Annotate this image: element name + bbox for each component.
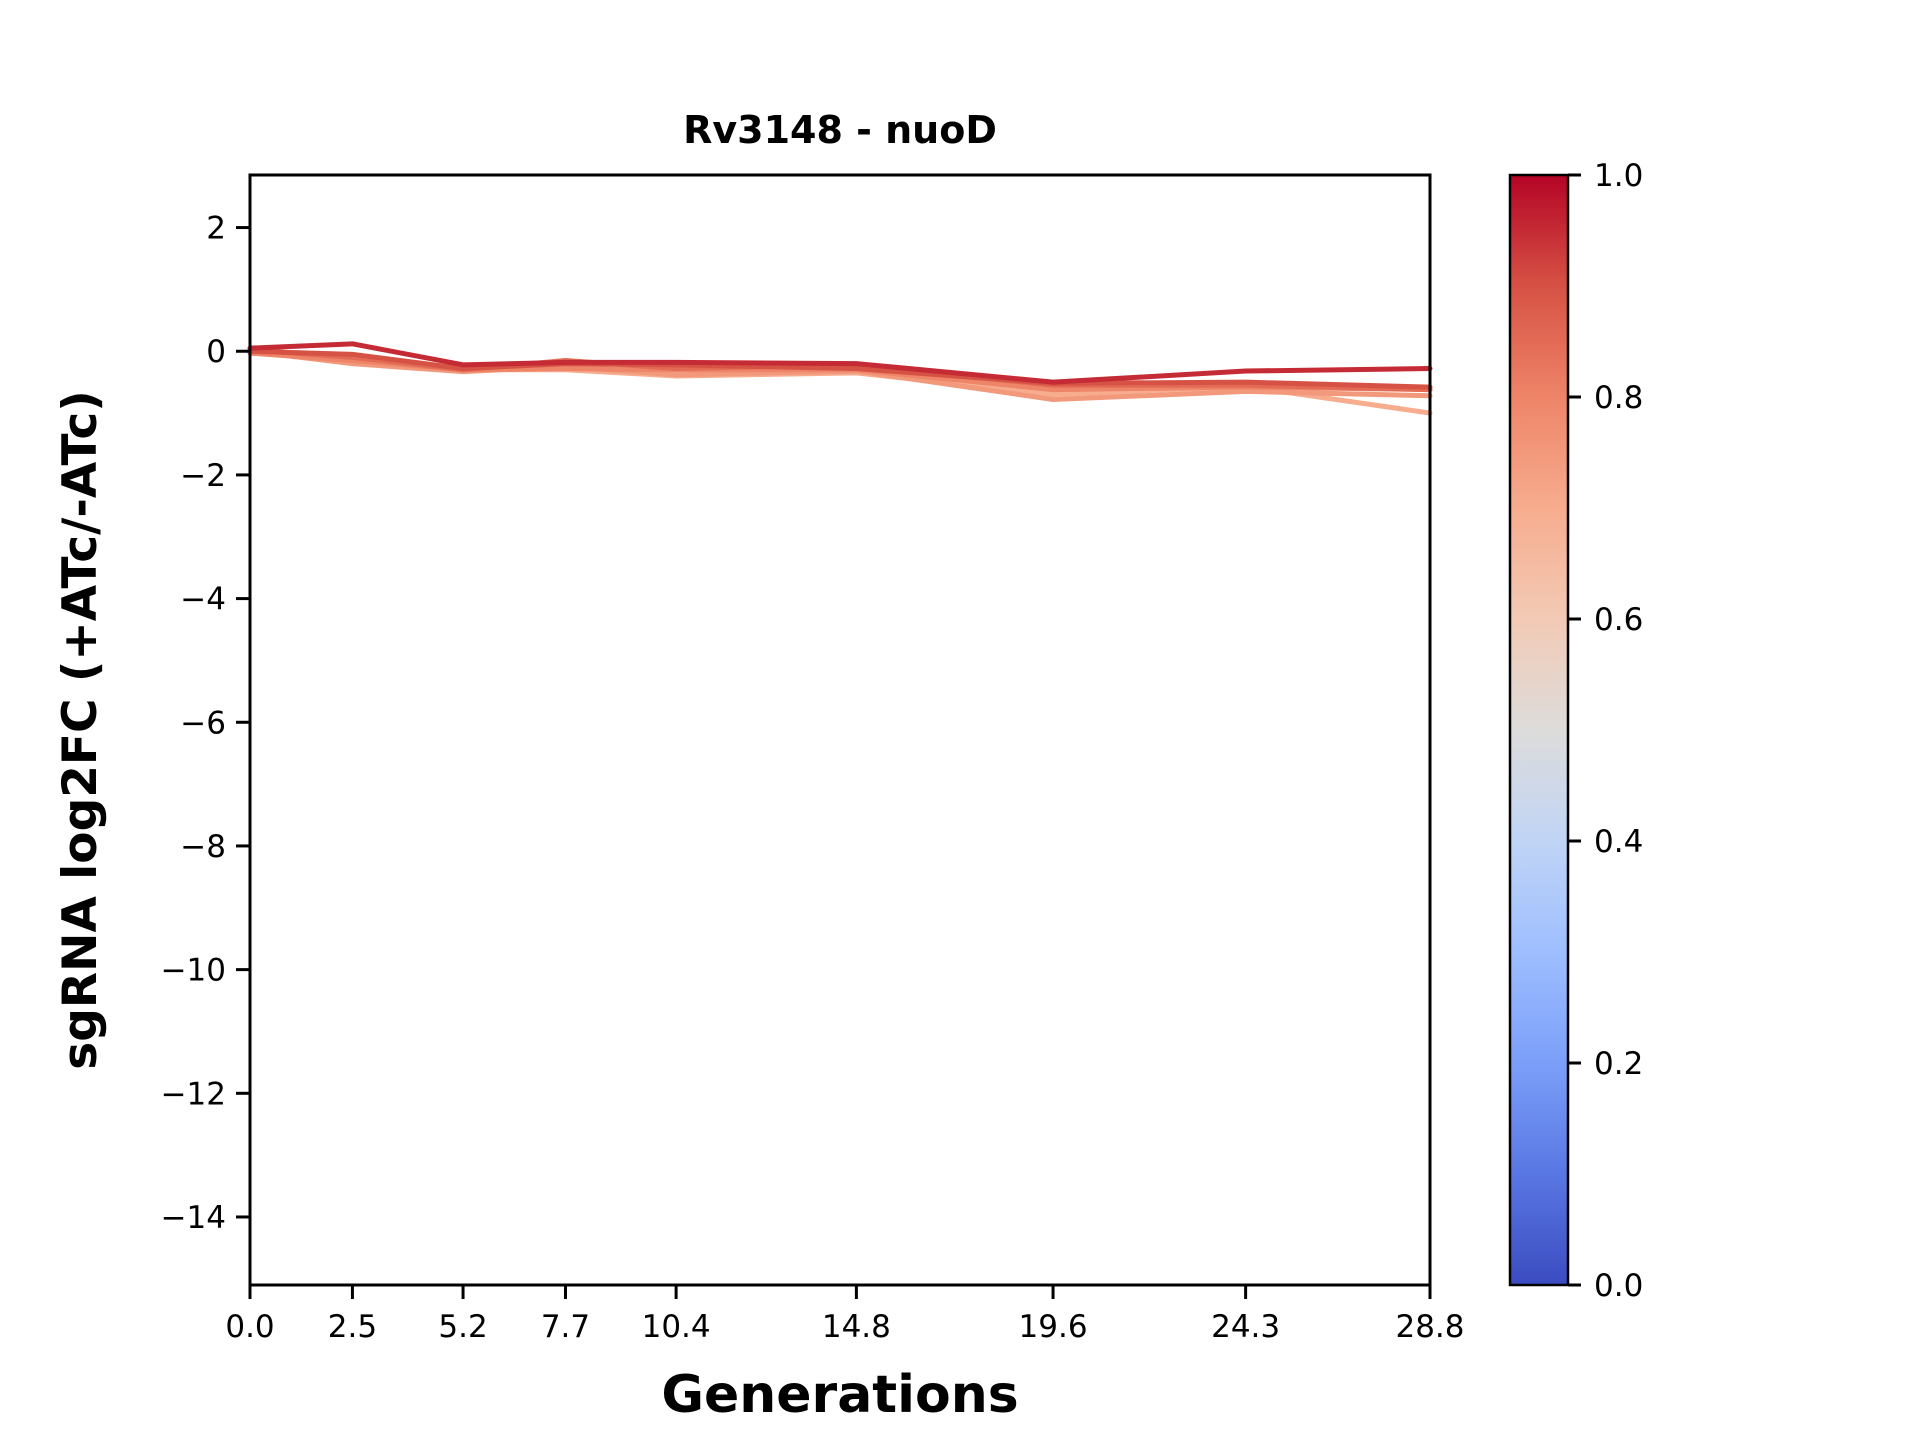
x-tick-label: 0.0 [225,1309,274,1345]
colorbar-tick-label: 0.6 [1594,602,1643,638]
y-tick-label: −14 [161,1200,226,1236]
x-tick-label: 10.4 [642,1309,711,1345]
plot-area [250,175,1430,1285]
colorbar-tick-label: 0.2 [1594,1046,1643,1082]
y-axis-ticks: 2 0 −2 −4 −6 −8 −10 −12 −14 [161,211,250,1236]
y-tick-label: −8 [180,829,226,865]
y-tick-label: −6 [180,705,226,741]
y-axis-label: sgRNA log2FC (+ATc/-ATc) [53,390,108,1069]
colorbar-tick-label: 0.8 [1594,380,1643,416]
series-lines [247,341,1433,416]
x-tick-label: 5.2 [438,1309,487,1345]
y-tick-label: 2 [206,211,226,247]
y-tick-label: −12 [161,1076,226,1112]
x-tick-label: 24.3 [1211,1309,1280,1345]
plot-frame [248,173,1432,1287]
x-axis-label: Generations [661,1365,1018,1425]
x-tick-label: 7.7 [541,1309,590,1345]
x-axis-ticks: 0.0 2.5 5.2 7.7 10.4 14.8 19.6 24.3 28.8 [225,1285,1465,1345]
series-line [247,348,1433,402]
colorbar-gradient [1508,173,1570,1287]
series-line [247,341,1433,385]
colorbar: 1.0 0.8 0.6 0.4 0.2 0.0 [1508,158,1643,1304]
colorbar-tick-label: 0.0 [1594,1268,1643,1304]
y-tick-label: −10 [161,953,226,989]
colorbar-tick-label: 1.0 [1594,158,1643,194]
y-tick-label: −4 [180,582,226,618]
y-tick-label: 0 [206,334,226,370]
x-tick-label: 28.8 [1395,1309,1464,1345]
plot-background [250,175,1430,1285]
y-tick-label: −2 [180,458,226,494]
axes-spines [248,173,1432,1287]
x-tick-label: 14.8 [822,1309,891,1345]
x-tick-label: 19.6 [1019,1309,1088,1345]
colorbar-tick-label: 0.4 [1594,824,1643,860]
chart-title: Rv3148 - nuoD [683,108,997,152]
x-tick-label: 2.5 [328,1309,377,1345]
